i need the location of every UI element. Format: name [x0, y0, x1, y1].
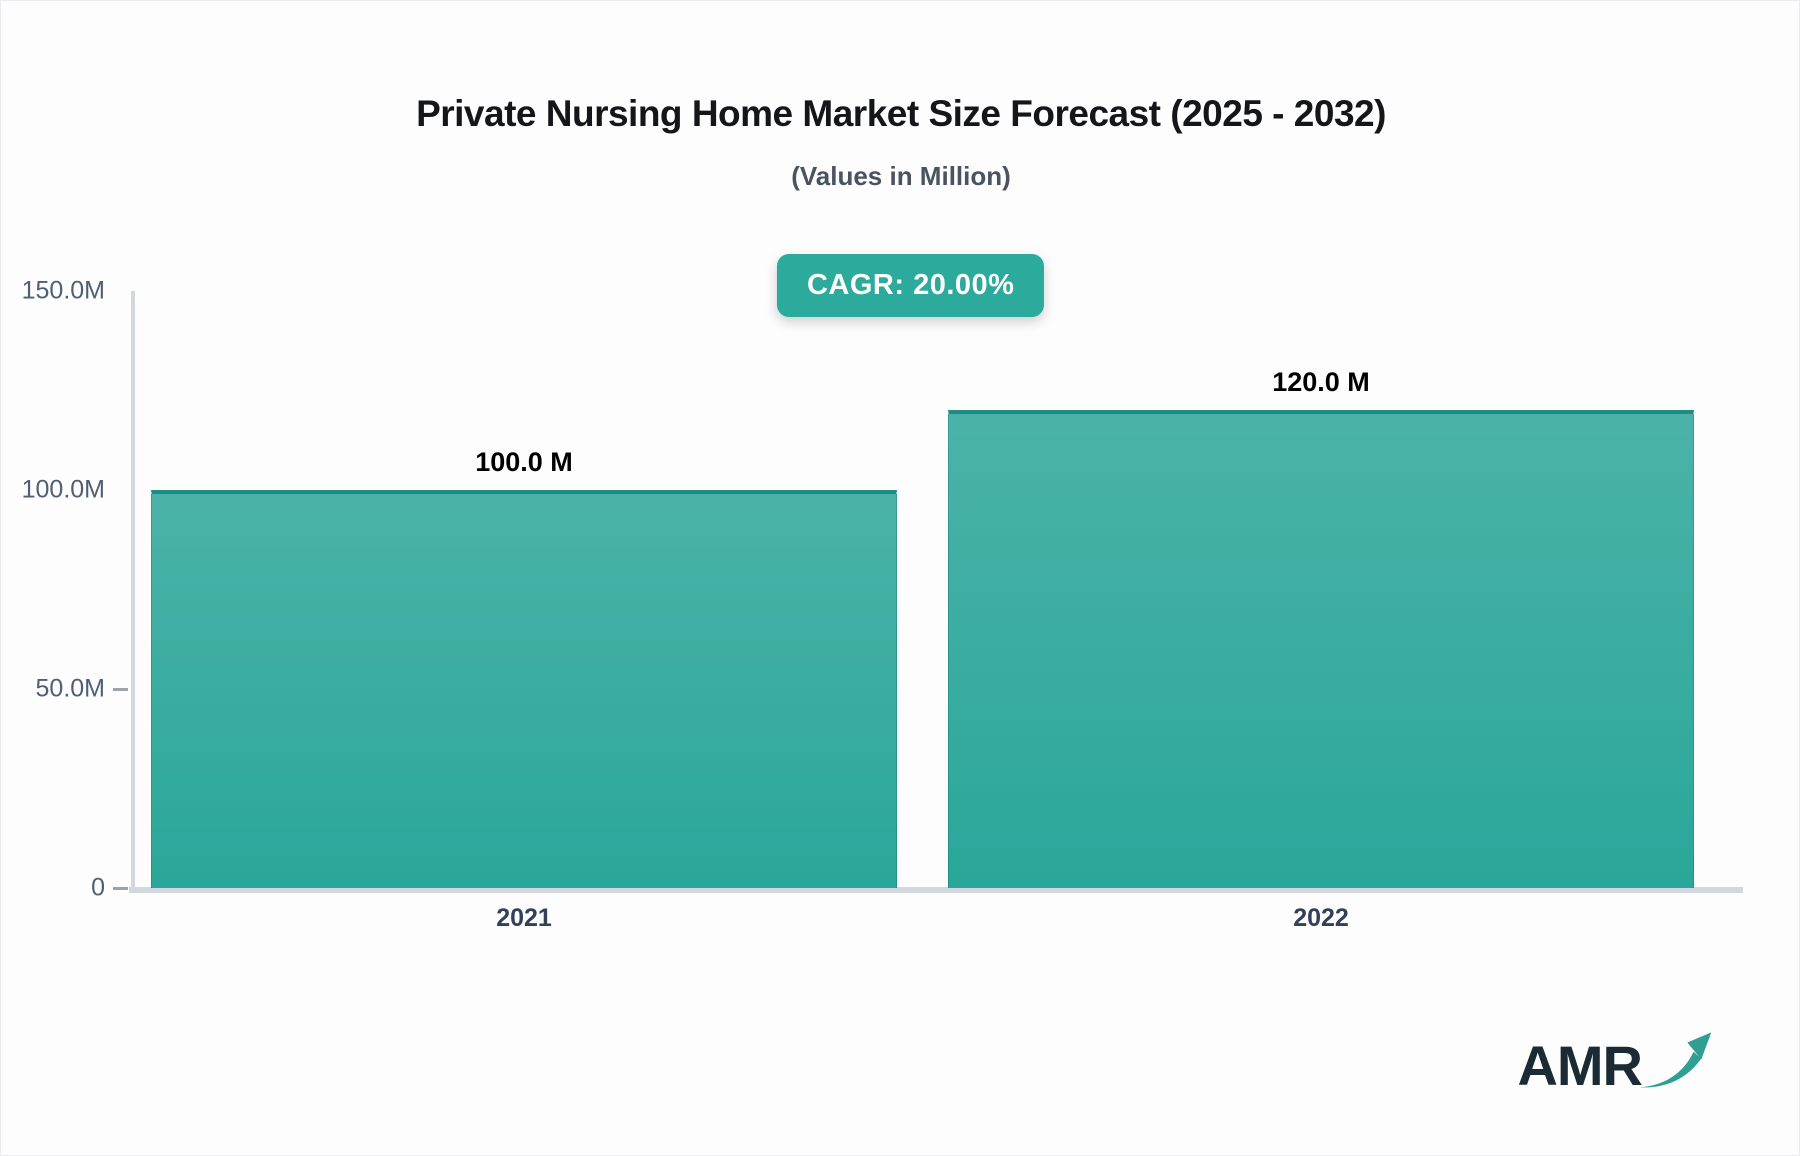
x-tick-label: 2021 [496, 904, 552, 932]
x-axis-line [129, 887, 1743, 893]
bar-2022: 120.0 M [948, 367, 1694, 888]
y-tick-label: 50.0M [35, 674, 105, 703]
bar-value-label: 120.0 M [1272, 367, 1370, 398]
bar-2021: 100.0 M [151, 447, 897, 888]
y-tick-label: 0 [91, 873, 105, 902]
bar-value-label: 100.0 M [475, 447, 573, 477]
plot-area: 150.0M 100.0M 50.0M 0 100.0 M 120.0 M 20… [22, 277, 1743, 932]
cagr-badge: CAGR: 20.00% [776, 254, 1045, 317]
growth-arrow-icon [1636, 1027, 1714, 1100]
chart-subtitle: (Values in Million) [791, 161, 1011, 191]
chart-header: Private Nursing Home Market Size Forecas… [1, 93, 1800, 192]
y-tick-label: 150.0M [21, 276, 105, 305]
bar-rect [948, 410, 1694, 888]
amr-logo-text: AMR [1517, 1034, 1643, 1097]
chart-title: Private Nursing Home Market Size Forecas… [416, 93, 1386, 134]
amr-logo: AMR [1517, 1031, 1714, 1100]
y-tick-label: 100.0M [21, 475, 105, 504]
y-axis-line [131, 291, 135, 888]
bar-rect [151, 490, 897, 888]
x-tick-label: 2022 [1293, 904, 1349, 932]
